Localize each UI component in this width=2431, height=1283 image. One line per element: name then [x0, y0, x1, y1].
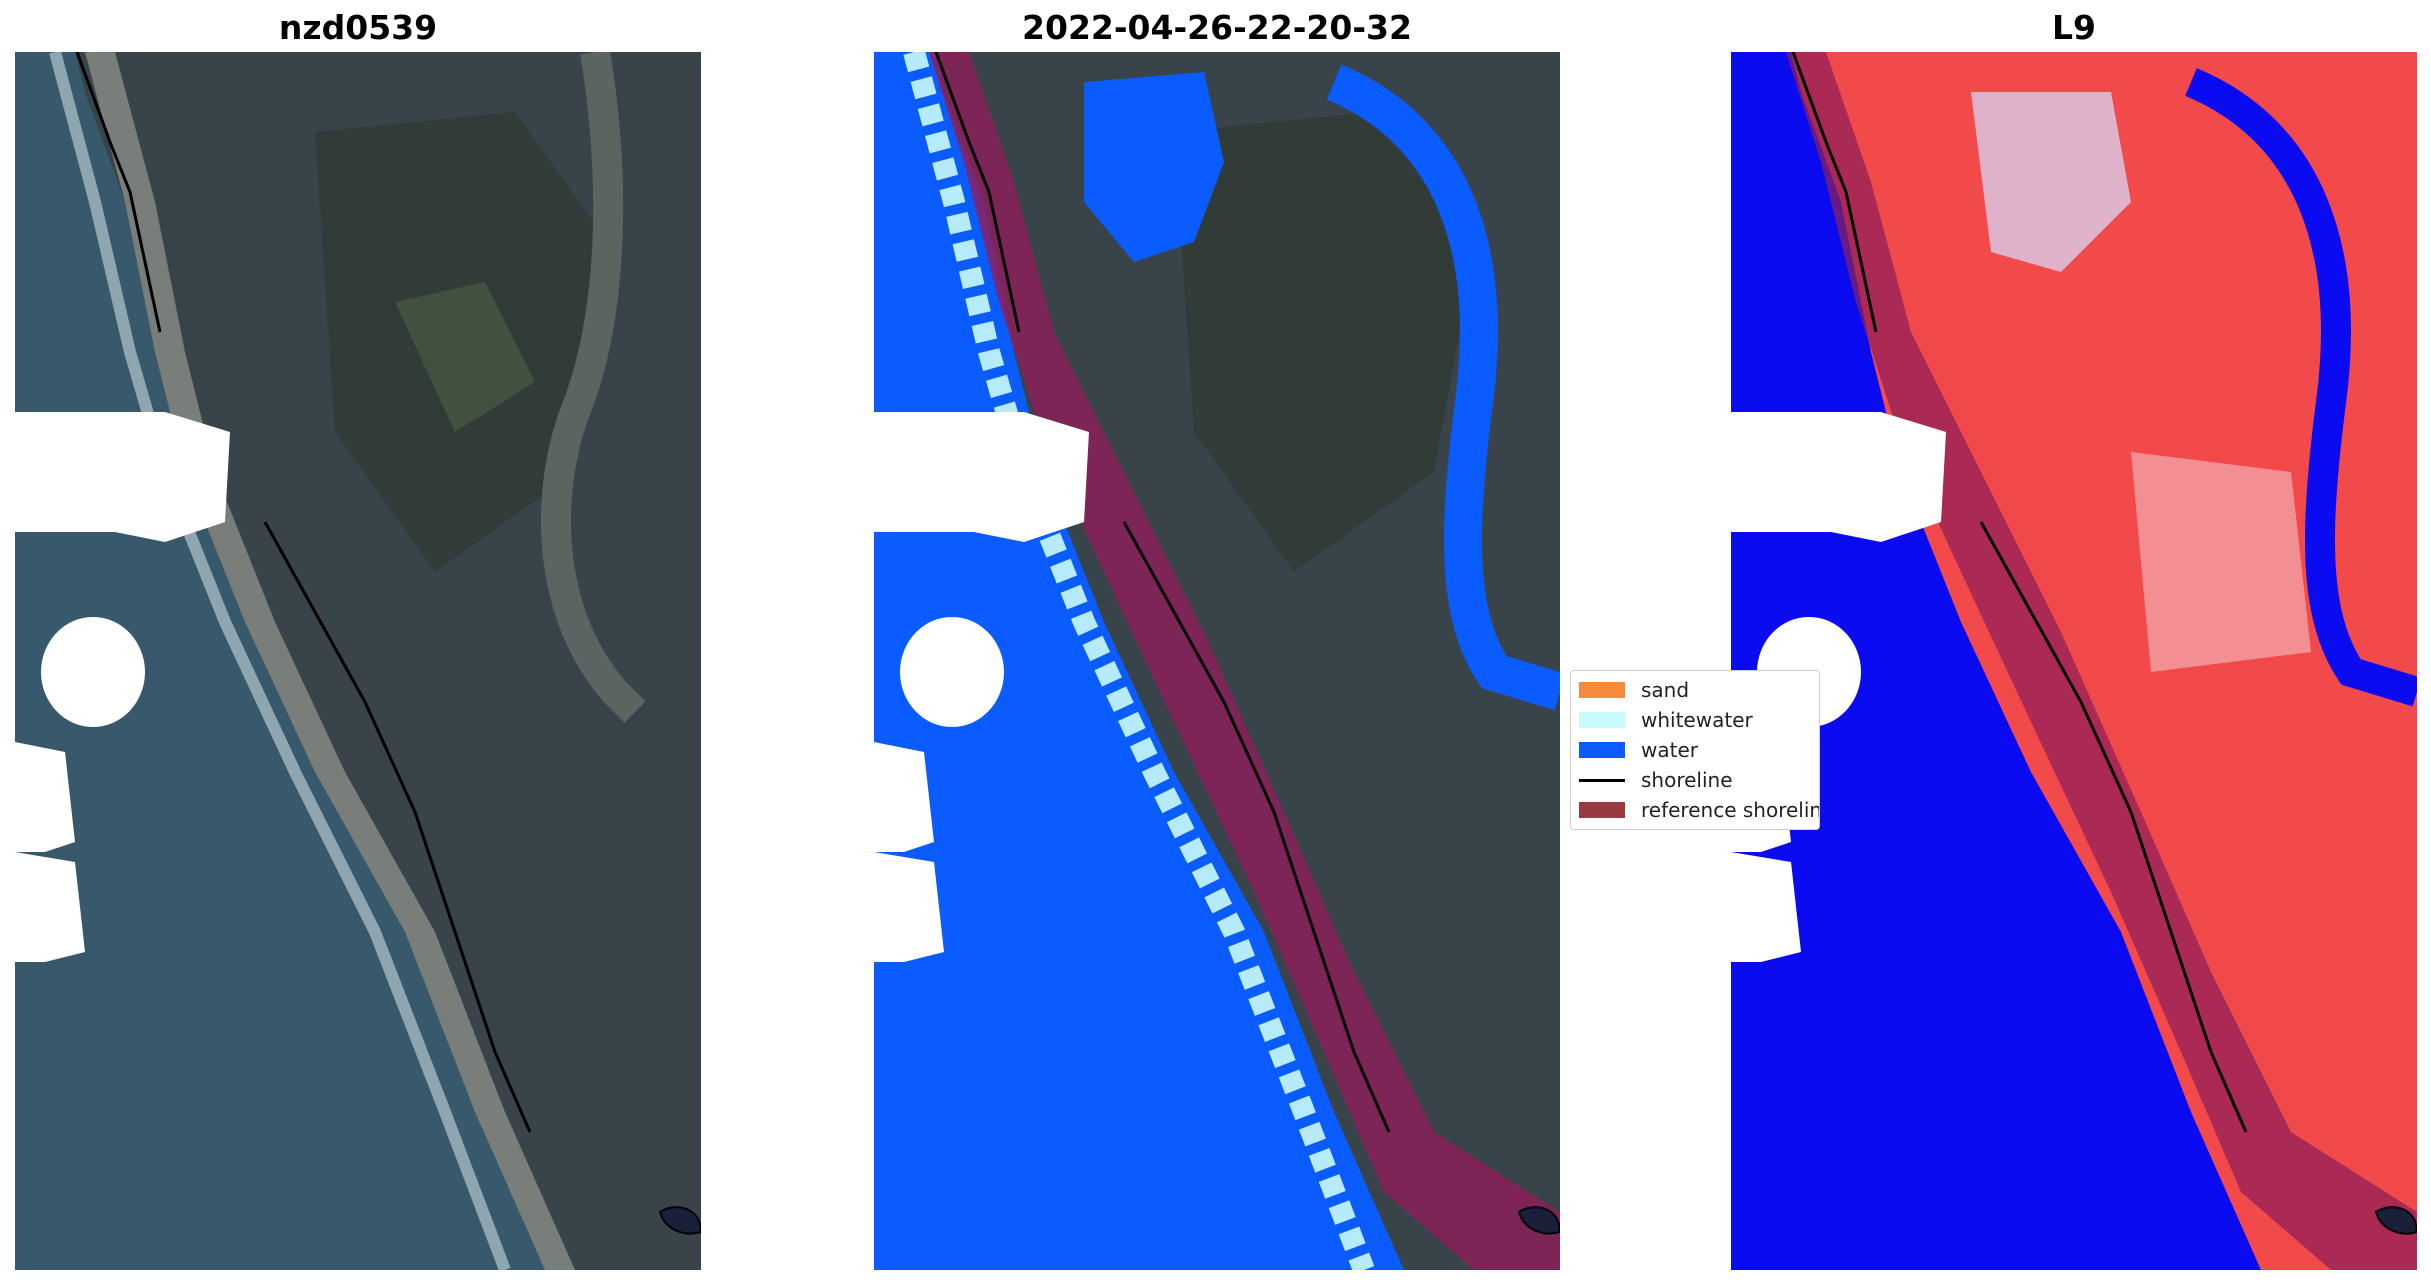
water-swatch	[1579, 742, 1625, 758]
legend-label-whitewater: whitewater	[1641, 708, 1753, 732]
rgb-satellite-image	[15, 52, 701, 1270]
water-index-image	[1731, 52, 2417, 1270]
shoreline-line-swatch	[1579, 778, 1625, 782]
classified-image	[874, 52, 1560, 1270]
reference-shoreline-swatch	[1579, 802, 1625, 818]
legend-label-sand: sand	[1641, 678, 1690, 702]
legend-item-water: water	[1579, 735, 1698, 765]
whitewater-swatch	[1579, 712, 1625, 728]
legend-label-water: water	[1641, 738, 1698, 762]
water-index-panel	[1731, 52, 2417, 1270]
sand-swatch	[1579, 682, 1625, 698]
panel-title-rgb: nzd0539	[278, 8, 438, 47]
legend-item-reference-shoreline: reference shoreline buffer	[1579, 795, 1819, 825]
map-legend: sand whitewater water shoreline referenc…	[1570, 670, 1820, 830]
legend-label-reference-shoreline: reference shoreline buffer	[1641, 798, 1819, 822]
legend-item-sand: sand	[1579, 675, 1689, 705]
rgb-satellite-panel	[15, 52, 701, 1270]
panel-title-classified: 2022-04-26-22-20-32	[1022, 8, 1412, 47]
legend-item-whitewater: whitewater	[1579, 705, 1753, 735]
legend-label-shoreline: shoreline	[1641, 768, 1733, 792]
legend-item-shoreline: shoreline	[1579, 765, 1733, 795]
classified-image-panel	[874, 52, 1560, 1270]
panel-title-index: L9	[2052, 8, 2096, 47]
